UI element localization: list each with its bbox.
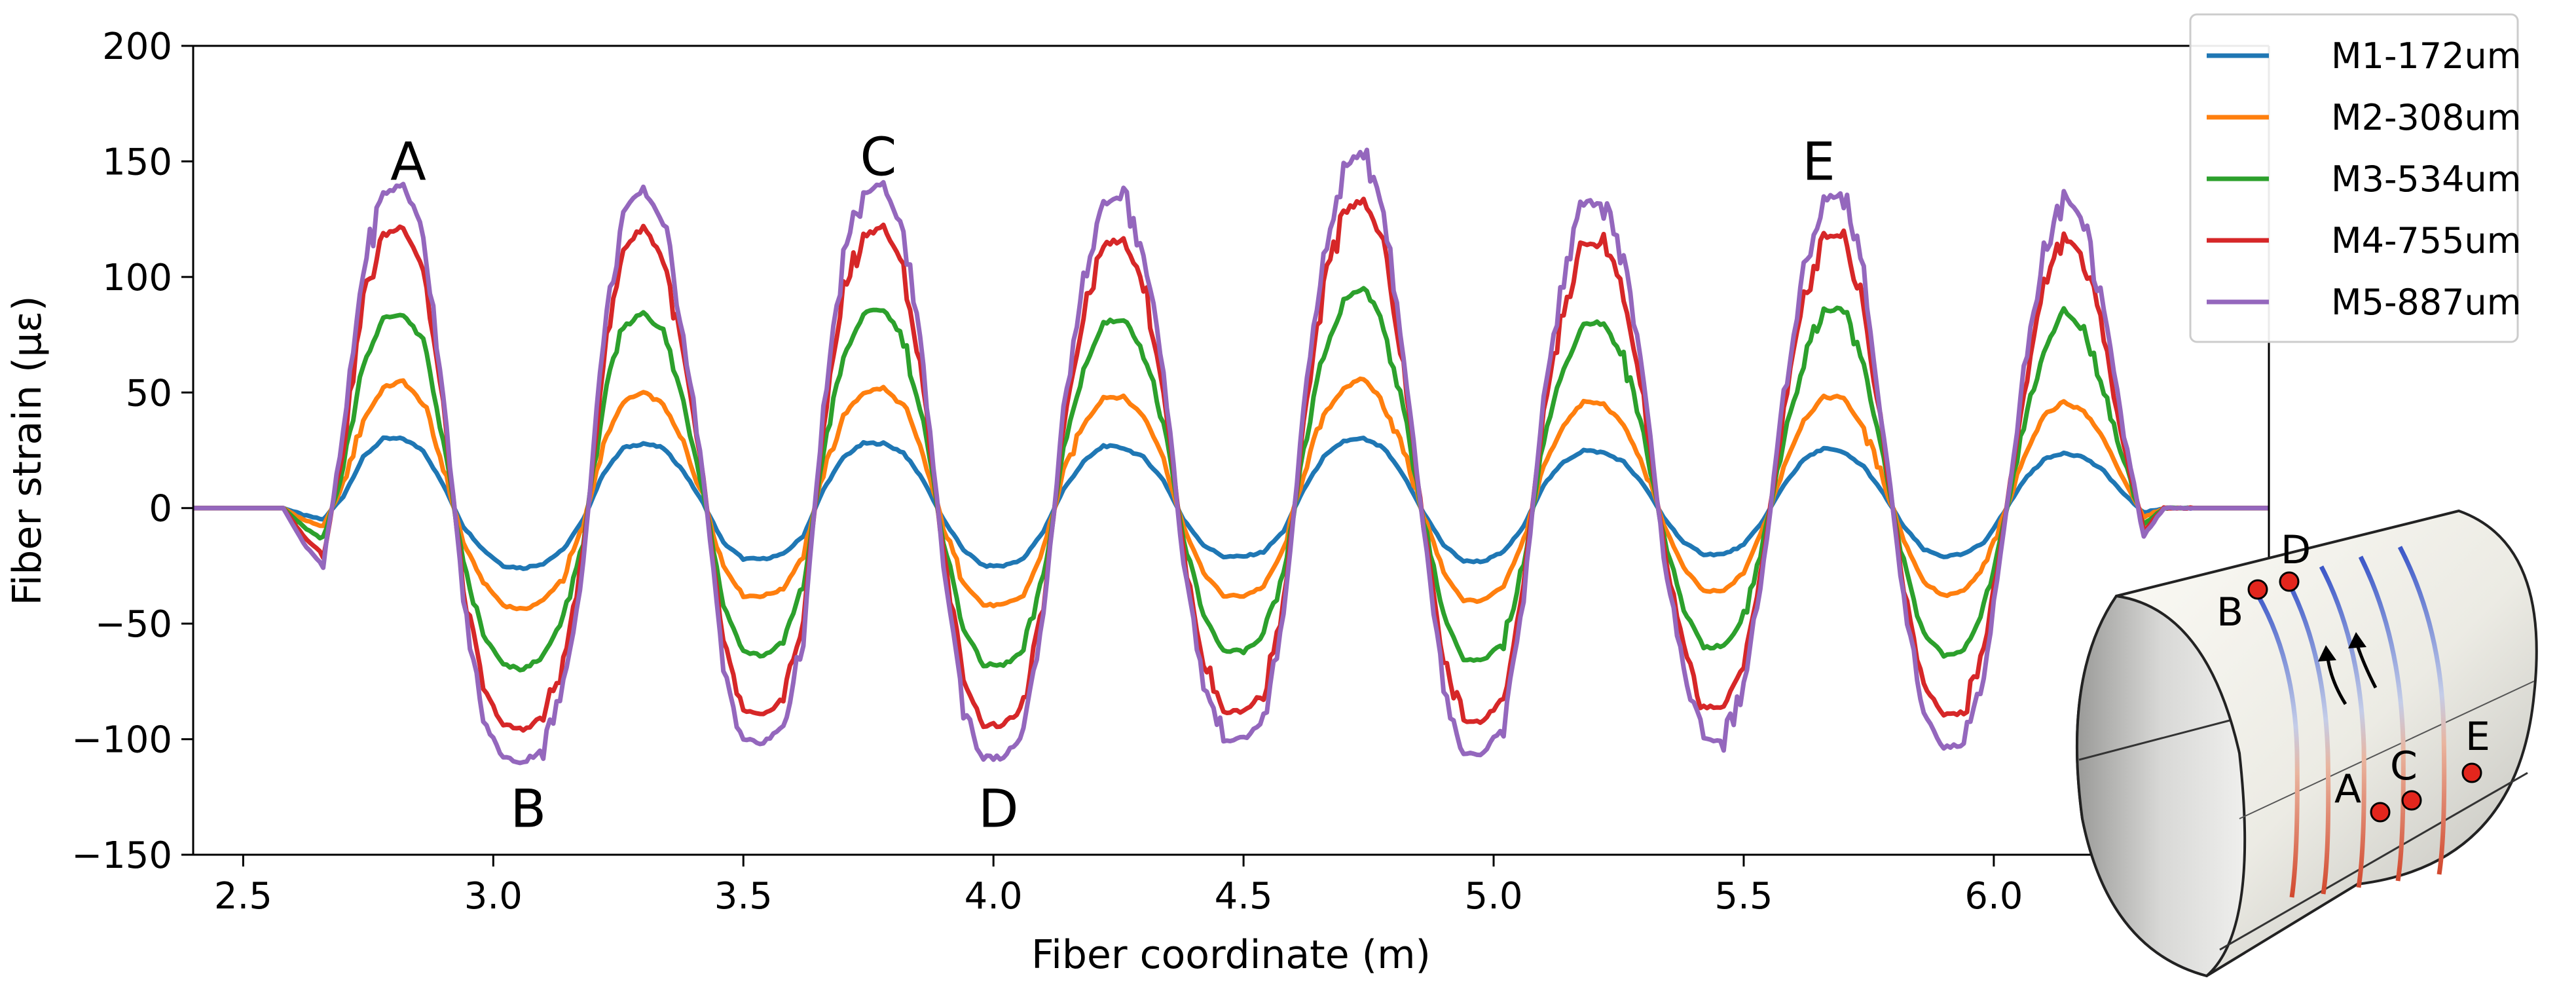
legend-label: M3-534um (2331, 159, 2521, 200)
cylinder-opening (2075, 594, 2247, 978)
cylinder-seam-line (2219, 772, 2528, 951)
x-ticks: 2.5 3.0 3.5 4.0 4.5 5.0 5.5 6.0 (214, 855, 2023, 918)
y-ticks: 200 150 100 50 0 −50 −100 −150 (71, 26, 193, 877)
inset-label-a: A (2334, 766, 2361, 812)
annotation-layer: A C E B D (390, 126, 1835, 839)
marker-point-d (2279, 571, 2300, 592)
marker-point-c (2401, 790, 2422, 811)
y-axis-label: Fiber strain (με) (5, 296, 50, 606)
y-tick-label: 150 (102, 141, 172, 183)
legend: M1-172um M2-308um M3-534um M4-755um M5-887um (2189, 13, 2521, 343)
annotation-e: E (1802, 131, 1835, 192)
marker-point-b (2247, 579, 2268, 600)
fiber-loop (2397, 546, 2447, 875)
fiber-loop (2358, 555, 2406, 882)
inset-label-c: C (2390, 743, 2418, 789)
marker-point-e (2461, 762, 2482, 783)
cylinder-seam-line (2078, 719, 2230, 761)
x-tick-label: 4.0 (965, 875, 1023, 918)
x-axis-label: Fiber coordinate (m) (1031, 932, 1431, 978)
annotation-c: C (860, 126, 897, 187)
x-tick-label: 5.5 (1714, 875, 1773, 918)
y-tick-label: −50 (95, 603, 172, 646)
direction-arrow-icon (2355, 644, 2378, 689)
direction-arrow-head-icon (2348, 632, 2366, 648)
series-line-m5-887um (193, 147, 2269, 766)
annotation-a: A (390, 131, 426, 192)
annotation-d: D (978, 778, 1019, 839)
x-tick-label: 2.5 (214, 875, 272, 918)
y-tick-label: 100 (102, 257, 172, 299)
inset-label-d: D (2281, 527, 2311, 573)
legend-box (2189, 13, 2519, 343)
series-layer (193, 147, 2269, 766)
legend-label: M2-308um (2331, 97, 2521, 138)
fiber-loop (2319, 565, 2366, 888)
annotation-b: B (510, 778, 546, 839)
direction-arrow-head-icon (2318, 645, 2336, 662)
inset-label-e: E (2465, 714, 2490, 760)
cylinder-inset: B D A C E (2075, 509, 2538, 978)
fiber-loop (2251, 585, 2300, 898)
y-tick-label: −150 (71, 834, 172, 877)
legend-label: M5-887um (2331, 282, 2521, 323)
x-tick-label: 3.5 (714, 875, 773, 918)
y-tick-label: 50 (126, 372, 172, 415)
y-tick-label: 200 (102, 26, 172, 68)
marker-point-a (2370, 802, 2391, 823)
inset-label-b: B (2217, 589, 2243, 635)
cylinder-seam-line (2239, 681, 2535, 819)
x-tick-label: 6.0 (1964, 875, 2023, 918)
y-tick-label: −100 (71, 719, 172, 762)
x-tick-label: 5.0 (1464, 875, 1522, 918)
legend-label: M4-755um (2331, 220, 2521, 261)
y-tick-label: 0 (149, 488, 172, 531)
plot-area (193, 46, 2269, 855)
x-tick-label: 4.5 (1215, 875, 1273, 918)
x-tick-label: 3.0 (464, 875, 523, 918)
direction-arrow-icon (2326, 658, 2347, 705)
legend-label: M1-172um (2331, 35, 2521, 77)
fiber-loop (2283, 575, 2331, 895)
